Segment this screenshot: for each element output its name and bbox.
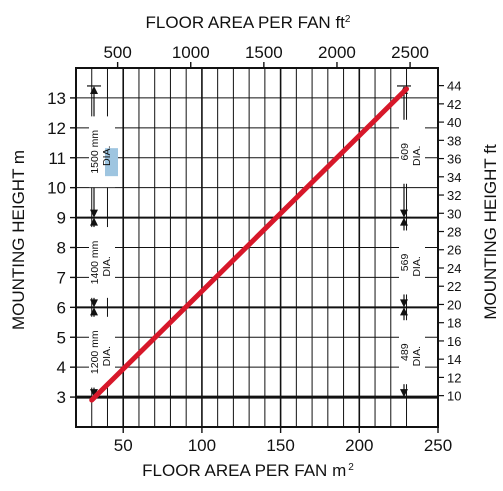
right-band-arrow-up	[400, 307, 408, 316]
right-tick-label: 22	[447, 279, 461, 294]
series-line	[89, 86, 410, 403]
series-layer	[89, 86, 410, 403]
grid-layer	[75, 67, 439, 428]
left-band-label-backdrop	[89, 316, 115, 388]
right-band-arrow-down	[400, 389, 408, 398]
top-tick-label: 500	[103, 43, 131, 62]
right-tick-label: 20	[447, 297, 461, 312]
left-tick-label: 4	[57, 358, 66, 377]
right-tick-label: 30	[447, 206, 461, 221]
right-tick-label: 36	[447, 152, 461, 167]
left-tick-label: 11	[48, 149, 66, 168]
top-axis-title-unit: ft	[335, 13, 345, 32]
left-band-arrow-down	[90, 299, 98, 308]
right-tick-label: 18	[447, 316, 461, 331]
top-axis-title: FLOOR AREA PER FAN ft2	[146, 13, 351, 32]
right-band-label-backdrop	[399, 119, 425, 184]
top-tick-label: 1000	[172, 43, 210, 62]
bottom-tick-label: 150	[266, 436, 294, 455]
left-axis-title: MOUNTING HEIGHT m	[9, 150, 28, 330]
right-tick-label: 24	[447, 261, 461, 276]
right-band-label-backdrop	[399, 320, 425, 385]
right-band-arrow-down	[400, 209, 408, 218]
right-band-sub: DIA.	[411, 346, 423, 366]
right-band-sub: DIA.	[411, 256, 423, 276]
right-axis-title: MOUNTING HEIGHT ft	[481, 144, 500, 320]
top-tick-label: 2500	[391, 43, 429, 62]
right-tick-label: 38	[447, 133, 461, 148]
left-band-arrow-down	[90, 389, 98, 398]
right-band-label: 609	[399, 143, 411, 161]
left-band-arrow-up	[90, 307, 98, 316]
right-band-sub: DIA.	[411, 146, 423, 166]
left-band-sub: DIA.	[101, 346, 113, 366]
left-tick-label: 13	[47, 89, 66, 108]
right-tick-label: 26	[447, 243, 461, 258]
right-band-label: 489	[399, 343, 411, 361]
left-tick-label: 6	[57, 298, 66, 317]
x-axis-title-text: FLOOR AREA PER FAN	[142, 461, 327, 480]
left-band-highlight	[105, 148, 118, 177]
right-tick-label: 16	[447, 334, 461, 349]
x-axis-title-unit: m	[332, 461, 346, 480]
right-band-arrow-down	[400, 299, 408, 308]
left-tick-label: 7	[57, 268, 66, 287]
bottom-tick-label: 200	[345, 436, 373, 455]
right-band-label: 569	[399, 254, 411, 272]
bottom-tick-label: 100	[188, 436, 216, 455]
right-tick-label: 10	[447, 389, 461, 404]
top-tick-label: 2000	[318, 43, 356, 62]
right-band-label-backdrop	[399, 230, 425, 295]
band-annotations: 1500 mm DIA.1400 mm DIA.1200 mm DIA.609 DIA.…	[87, 85, 425, 398]
left-band-label: 1400 mm	[89, 240, 101, 284]
left-tick-label: 12	[47, 119, 66, 138]
left-band-arrow-up	[90, 85, 98, 94]
x-axis-title-unit-sup: 2	[348, 462, 354, 473]
left-band-label: 1500 mm	[89, 130, 101, 174]
right-tick-label: 34	[447, 170, 461, 185]
left-band-arrow-down	[90, 209, 98, 218]
left-tick-label: 3	[57, 388, 66, 407]
left-tick-label: 8	[57, 239, 66, 258]
top-axis-title-unit-sup: 2	[345, 14, 351, 25]
left-band-sub: DIA.	[101, 146, 113, 166]
tick-labels: 3456789101112131012141618202224262830323…	[47, 43, 461, 455]
bottom-tick-label: 250	[424, 436, 452, 455]
right-tick-label: 42	[447, 97, 461, 112]
top-tick-label: 1500	[245, 43, 283, 62]
left-band-label-backdrop	[89, 227, 115, 298]
left-tick-label: 5	[57, 328, 66, 347]
left-band-arrow-up	[90, 217, 98, 226]
left-band-sub: DIA.	[101, 256, 113, 276]
top-axis-title-text: FLOOR AREA PER FAN	[146, 13, 331, 32]
right-tick-label: 14	[447, 352, 461, 367]
right-tick-label: 12	[447, 370, 461, 385]
right-tick-label: 32	[447, 188, 461, 203]
left-tick-label: 10	[47, 179, 66, 198]
right-tick-label: 40	[447, 115, 461, 130]
right-tick-label: 44	[447, 79, 461, 94]
right-band-arrow-up	[400, 217, 408, 226]
right-tick-label: 28	[447, 225, 461, 240]
left-band-label: 1200 mm	[89, 330, 101, 374]
left-tick-label: 9	[57, 209, 66, 228]
bottom-tick-label: 50	[114, 436, 133, 455]
